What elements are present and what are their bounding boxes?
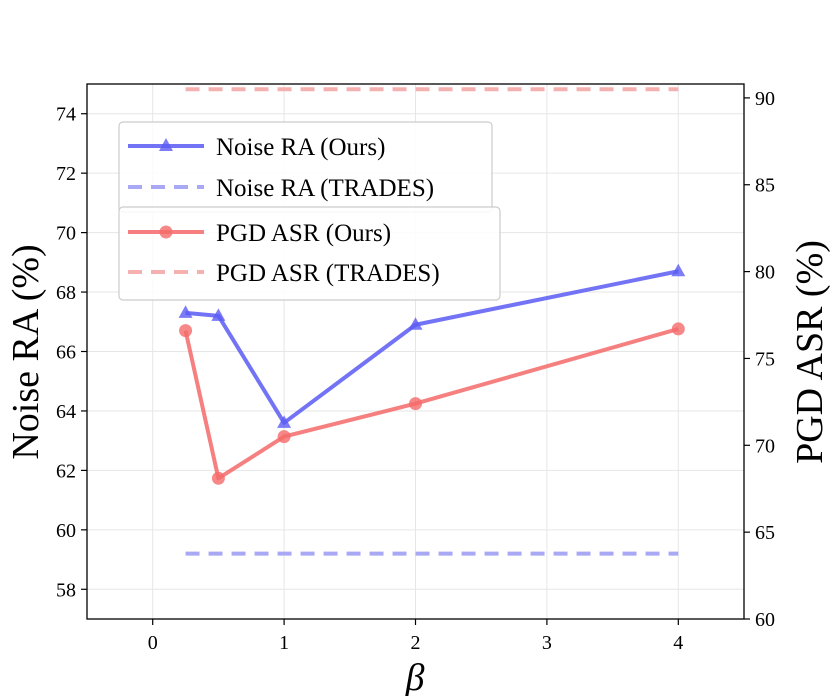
legend-marker-circle-icon <box>159 225 173 239</box>
x-tick-label: 2 <box>411 632 421 654</box>
y-left-tick-label: 64 <box>56 401 76 423</box>
legend-label-pgd-ours: PGD ASR (Ours) <box>216 220 391 247</box>
y-left-tick-label: 72 <box>56 163 76 185</box>
legend-label-noise-ours: Noise RA (Ours) <box>216 134 385 161</box>
y-right-tick-label: 70 <box>755 435 775 457</box>
legend-box-right <box>118 206 501 301</box>
data-point-pgd-asr-ours <box>179 324 193 338</box>
y-left-tick-label: 74 <box>56 104 76 126</box>
y-right-tick-label: 90 <box>755 88 775 110</box>
axis-ticks: 0 1 2 3 4 58 60 62 64 66 68 70 72 74 60 65 70 75 80 85 90 <box>56 88 775 654</box>
data-point-noise-ra-ours <box>408 317 423 330</box>
data-point-noise-ra-ours <box>277 415 292 428</box>
x-axis-title: β <box>405 657 425 696</box>
legend-label-noise-trades: Noise RA (TRADES) <box>216 175 434 202</box>
y-left-tick-label: 60 <box>56 520 76 542</box>
x-tick-label: 0 <box>148 632 158 654</box>
y-left-tick-label: 66 <box>56 342 76 364</box>
y-left-axis-title: Noise RA (%) <box>5 244 47 459</box>
x-tick-label: 1 <box>279 632 289 654</box>
series-layer <box>178 87 686 556</box>
y-right-tick-label: 80 <box>755 262 775 284</box>
data-point-noise-ra-ours <box>671 263 686 277</box>
legend-left-axis: Noise RA (Ours) Noise RA (TRADES) <box>118 121 493 213</box>
legend-marker-triangle-icon <box>159 138 173 151</box>
y-left-tick-label: 62 <box>56 460 76 482</box>
y-right-tick-label: 65 <box>755 522 775 544</box>
data-point-pgd-asr-ours <box>409 397 422 411</box>
y-left-tick-label: 68 <box>56 282 76 304</box>
data-point-pgd-asr-ours <box>671 322 685 336</box>
data-point-pgd-asr-ours <box>277 430 291 444</box>
y-right-tick-label: 75 <box>755 348 775 370</box>
y-left-tick-label: 58 <box>56 579 76 601</box>
y-right-axis-title: PGD ASR (%) <box>789 240 830 464</box>
legend-right-axis: PGD ASR (Ours) PGD ASR (TRADES) <box>118 206 501 301</box>
data-point-pgd-asr-ours <box>211 471 225 485</box>
x-tick-label: 4 <box>673 632 683 654</box>
y-right-tick-label: 85 <box>755 175 775 197</box>
x-tick-label: 3 <box>542 632 552 654</box>
data-point-noise-ra-ours <box>211 308 226 321</box>
y-right-tick-label: 60 <box>755 609 775 631</box>
y-left-tick-label: 70 <box>56 223 76 245</box>
data-point-noise-ra-ours <box>178 305 193 318</box>
legend-label-pgd-trades: PGD ASR (TRADES) <box>216 260 440 287</box>
